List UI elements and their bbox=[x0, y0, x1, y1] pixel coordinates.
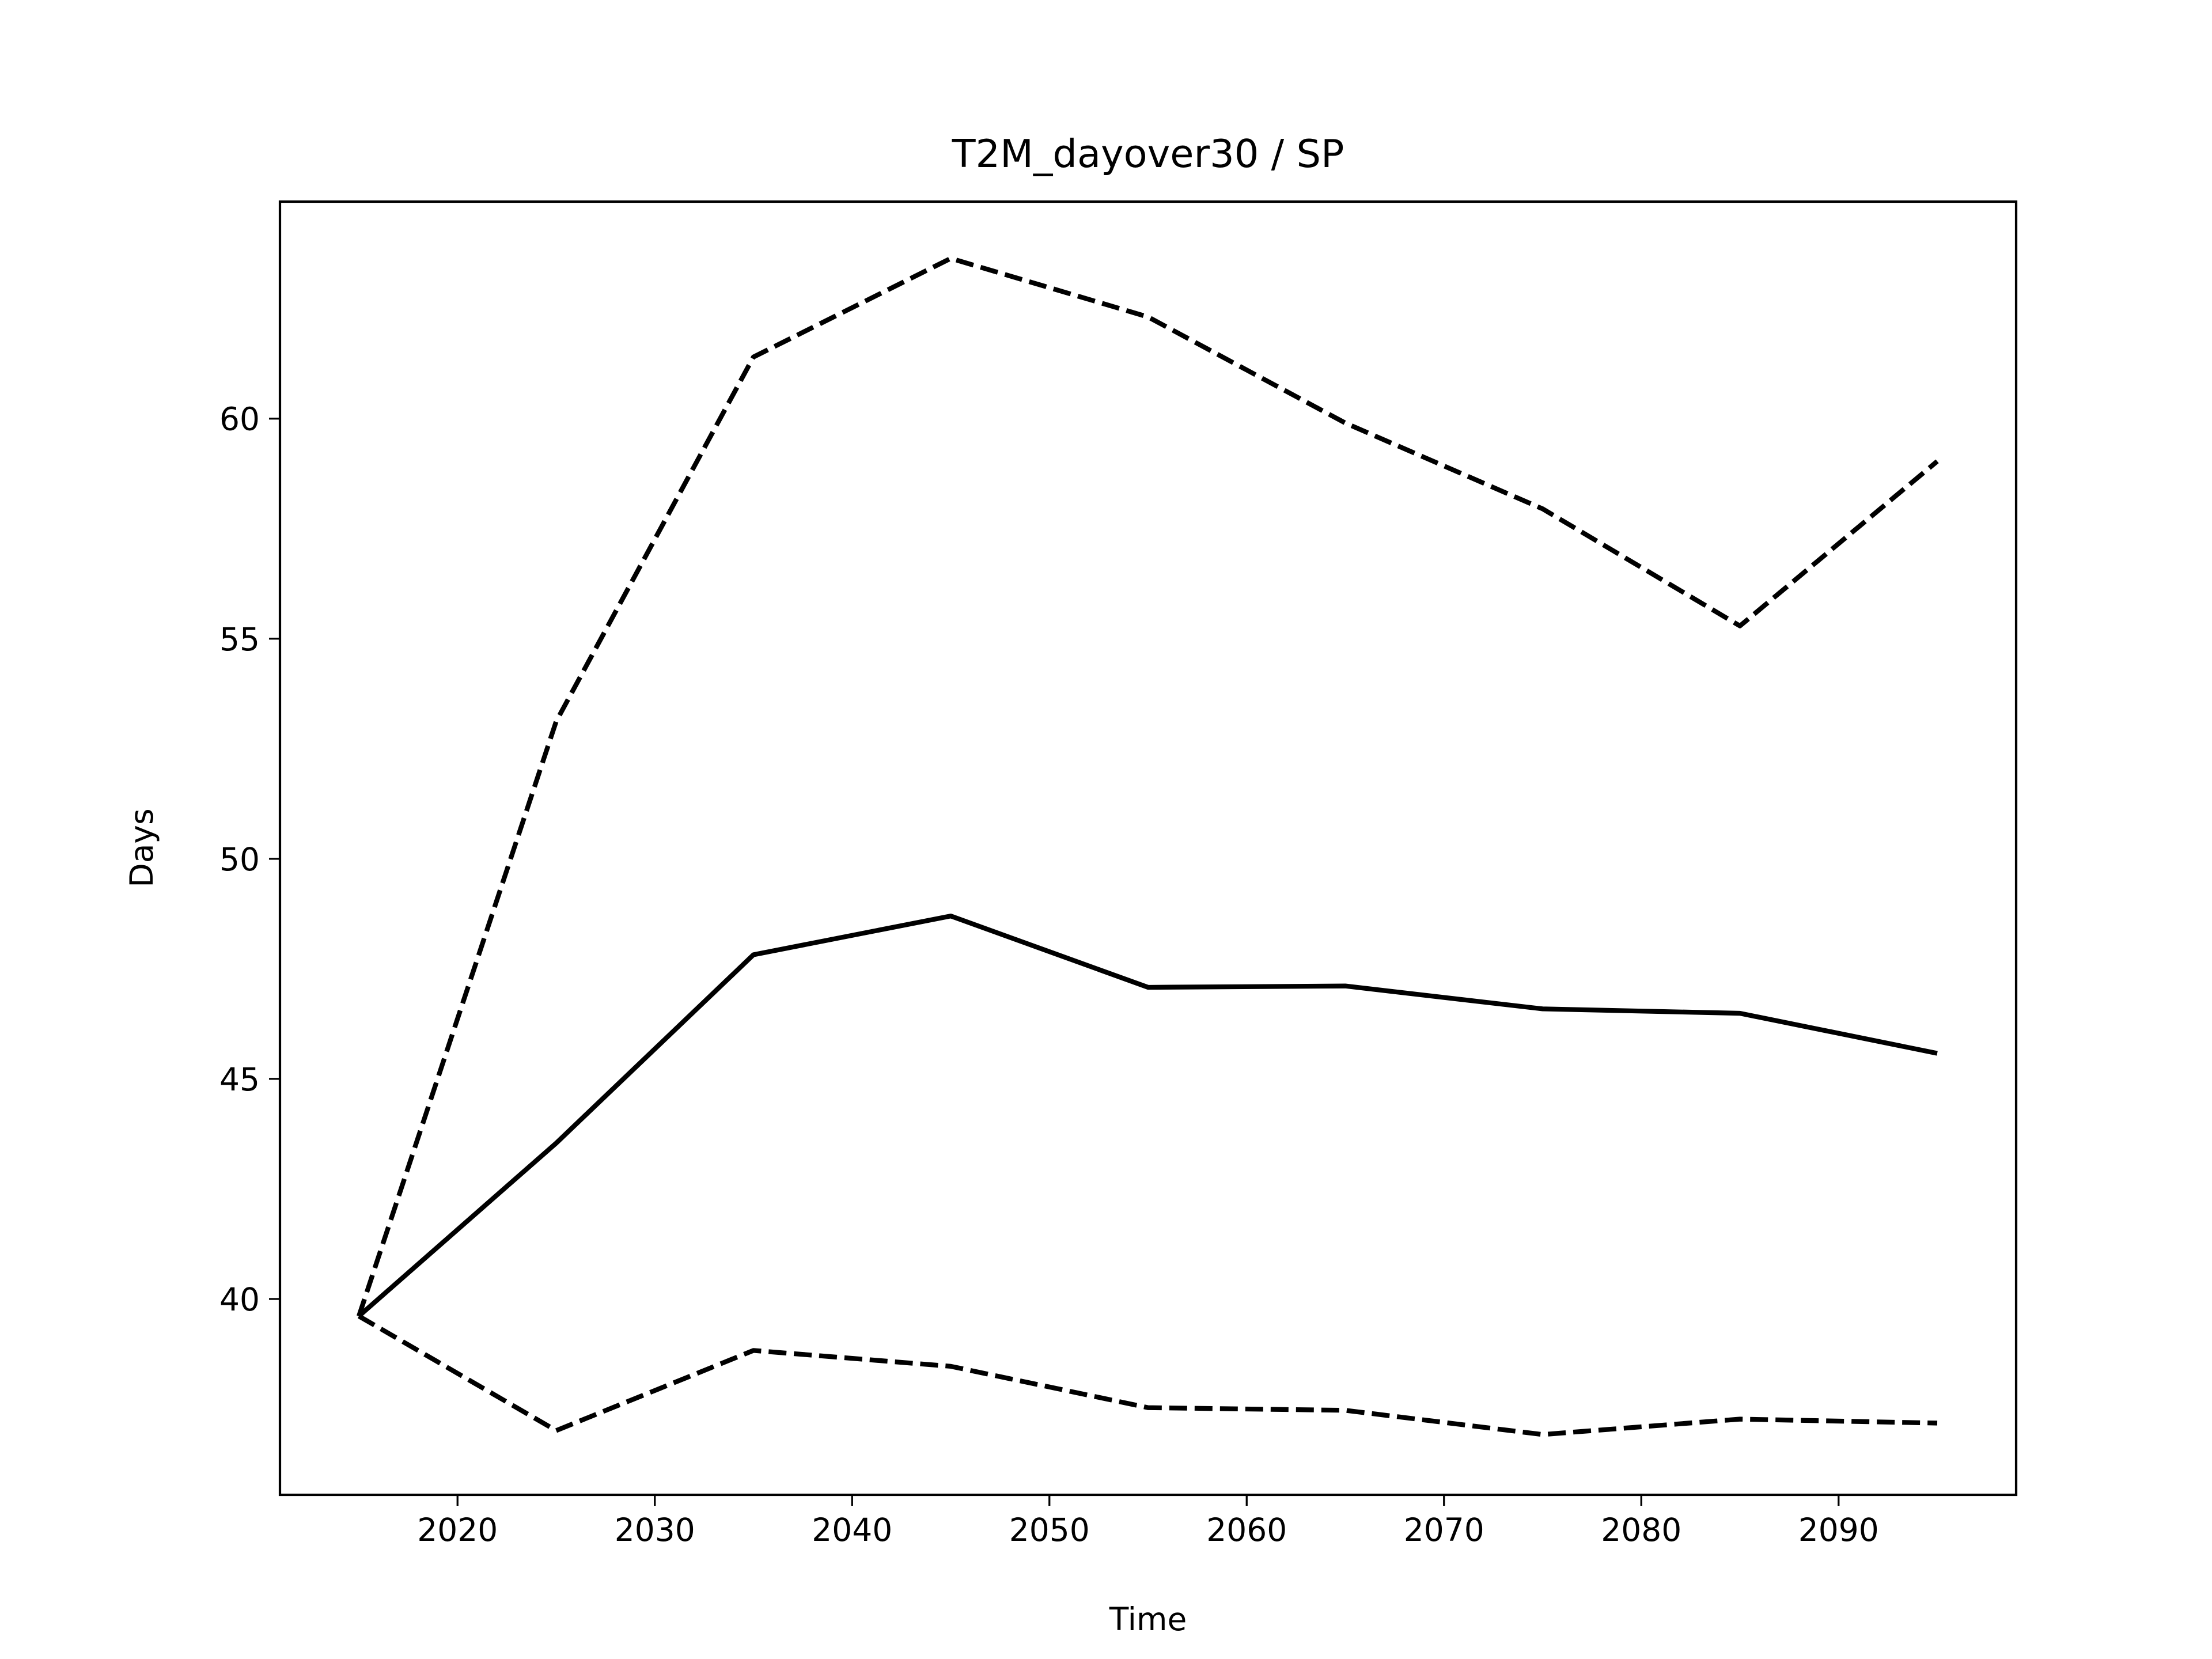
x-tick-label: 2040 bbox=[812, 1512, 892, 1548]
x-tick-label: 2050 bbox=[1009, 1512, 1090, 1548]
x-axis-label: Time bbox=[1109, 1601, 1187, 1638]
y-tick-label: 50 bbox=[219, 841, 260, 878]
line-series bbox=[357, 914, 1938, 1318]
line-series bbox=[357, 256, 1939, 1317]
y-tick-label: 45 bbox=[219, 1061, 260, 1098]
axes-frame bbox=[278, 200, 2018, 1497]
x-tick-label: 2090 bbox=[1798, 1512, 1879, 1548]
y-tick-label: 55 bbox=[219, 621, 260, 658]
y-tick-label: 60 bbox=[219, 401, 260, 438]
x-tick-label: 2060 bbox=[1206, 1512, 1287, 1548]
x-tick-label: 2070 bbox=[1404, 1512, 1484, 1548]
line-series bbox=[357, 1314, 1938, 1437]
x-tick-label: 2030 bbox=[615, 1512, 695, 1548]
x-tick-label: 2020 bbox=[417, 1512, 498, 1548]
x-tick-label: 2080 bbox=[1601, 1512, 1681, 1548]
y-axis-label: Days bbox=[123, 808, 160, 887]
y-tick-label: 40 bbox=[219, 1281, 260, 1318]
chart-title: T2M_dayover30 / SP bbox=[952, 131, 1344, 176]
